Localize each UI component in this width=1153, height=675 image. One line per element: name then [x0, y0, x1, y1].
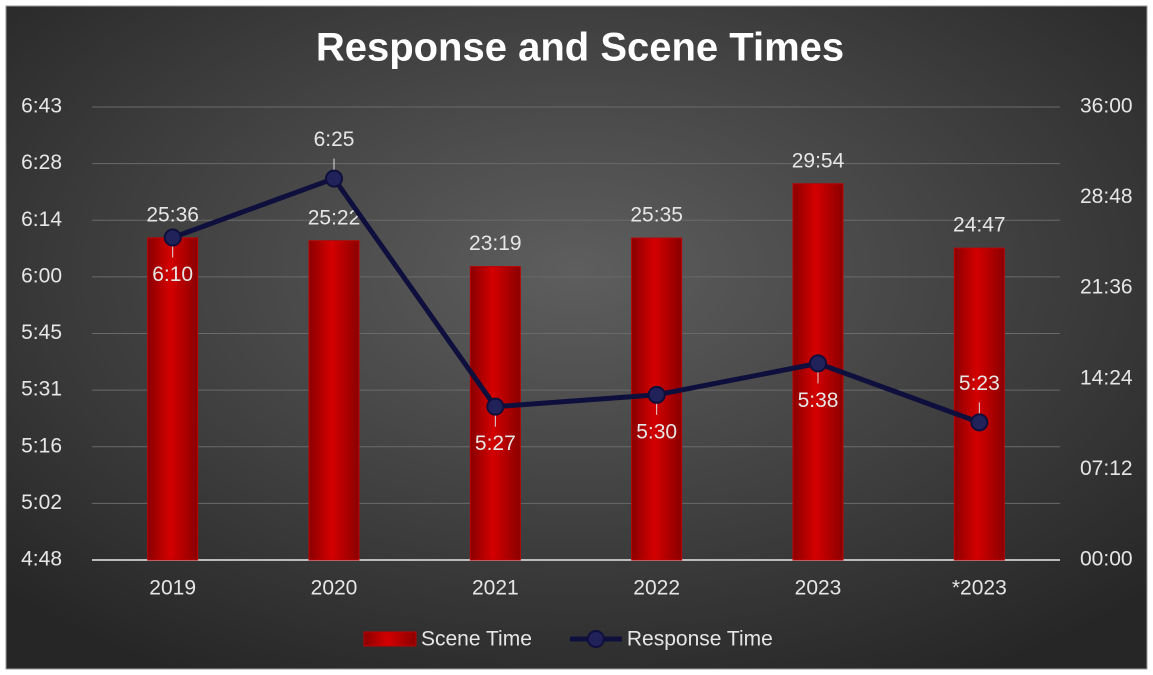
chart-title: Response and Scene Times — [316, 26, 844, 70]
bar-value-label: 25:36 — [146, 203, 199, 226]
bar-value-label: 23:19 — [469, 232, 522, 255]
line-marker — [325, 169, 343, 188]
line-marker — [809, 354, 827, 373]
y2-tick-label: 14:24 — [1080, 366, 1133, 389]
y-tick-label: 6:14 — [21, 208, 62, 231]
x-tick-label: 2021 — [472, 577, 519, 600]
y2-tick-label: 28:48 — [1080, 185, 1133, 208]
line-marker — [163, 228, 182, 247]
legend-label: Scene Time — [421, 628, 532, 651]
line-value-label: 5:30 — [636, 420, 677, 443]
y-tick-label: 5:31 — [21, 378, 62, 401]
y2-tick-label: 07:12 — [1080, 457, 1133, 480]
line — [171, 176, 981, 425]
bar-value-label: 24:47 — [953, 214, 1006, 237]
bar — [147, 237, 199, 561]
y2-tick-label: 21:36 — [1080, 276, 1133, 299]
line-value-label: 5:38 — [798, 389, 839, 412]
y-tick-label: 6:28 — [21, 151, 62, 174]
y-tick-label: 5:02 — [21, 491, 62, 514]
line-marker — [486, 397, 505, 416]
line-value-label: 5:27 — [475, 432, 516, 455]
line-value-label: 6:10 — [152, 263, 193, 286]
x-tick-label: 2023 — [795, 577, 842, 600]
bar-value-label: 29:54 — [792, 149, 845, 172]
x-tick-label: 2019 — [149, 577, 196, 600]
legend-marker — [586, 630, 605, 648]
line-marker — [647, 385, 666, 404]
y-tick-label: 6:43 — [21, 95, 62, 118]
legend-label: Response Time — [627, 628, 773, 651]
x-tick-label: *2023 — [952, 577, 1007, 600]
y-tick-label: 4:48 — [21, 548, 62, 571]
line-value-label: 5:23 — [959, 372, 1000, 395]
y-tick-label: 5:16 — [21, 434, 62, 457]
y-tick-label: 6:00 — [21, 264, 62, 287]
y2-tick-label: 36:00 — [1080, 95, 1133, 118]
line-value-label: 6:25 — [314, 128, 355, 151]
bar — [308, 240, 360, 561]
x-tick-label: 2022 — [633, 577, 680, 600]
y2-tick-label: 00:00 — [1080, 548, 1133, 571]
y-tick-label: 5:45 — [21, 321, 62, 344]
bar-value-label: 25:22 — [308, 206, 361, 229]
legend-swatch — [363, 631, 417, 647]
line-marker — [970, 413, 989, 432]
bar-value-label: 25:35 — [630, 204, 683, 227]
x-tick-label: 2020 — [311, 577, 358, 600]
